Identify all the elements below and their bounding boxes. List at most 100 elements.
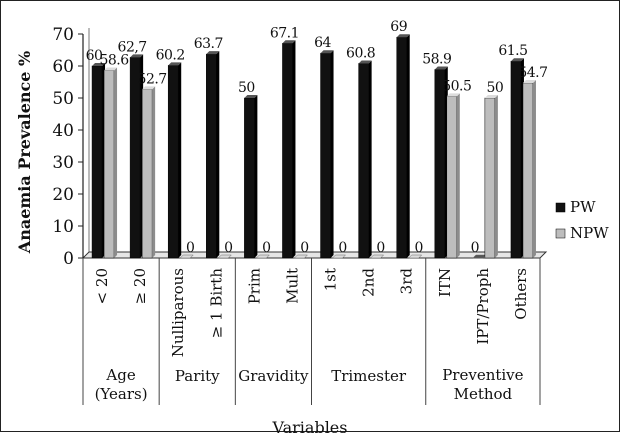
legend: PW NPW [555,198,609,242]
category-label-9: ITN [436,268,454,297]
bar-side [178,62,182,258]
data-label-pw-6: 64 [314,35,331,51]
data-label-pw-10: 0 [471,240,479,256]
bar-top [282,40,296,44]
bar-front [320,52,331,259]
group-label-4: Preventive Method [442,366,523,403]
category-label-10: IPT/Proph [474,268,492,345]
bar-pw-3 [206,51,220,259]
bar-front [167,65,179,259]
category-label-1: ≥ 20 [131,268,149,304]
category-label-7: 2nd [360,268,378,297]
data-label-pw-5: 67.1 [270,25,299,41]
bar-npw-4 [255,254,270,259]
group-label-0: Age (Years) [95,366,148,403]
bar-front [206,53,217,259]
bar-side [292,40,296,258]
bar-npw-10 [484,95,498,259]
bar-zero [370,254,385,259]
data-label-npw-0: 58.6 [99,52,129,68]
group-label-line: Method [454,385,513,403]
y-tick-label: 60 [52,57,74,77]
bar-npw-11 [522,79,536,259]
data-label-npw-5: 0 [300,240,308,256]
group-label-line: Parity [175,367,220,385]
category-label-6: 1st [322,268,340,291]
bar-front [141,89,153,259]
category-label-4: Prim [245,268,263,304]
category-label-3: ≥ 1 Birth [207,268,225,339]
y-tick-label: 30 [52,153,74,173]
bar-top [206,51,220,55]
data-label-npw-7: 0 [376,240,384,256]
bar-zero [217,254,232,259]
floor-plane [81,251,548,259]
bar-top [244,95,258,98]
data-label-pw-3: 63.7 [194,36,223,52]
bar-side [254,95,258,258]
bar-front [244,97,255,259]
bar-npw-3 [217,254,232,259]
data-label-pw-2: 60.2 [156,47,185,63]
category-label-11: Others [512,268,530,320]
group-label-2: Gravidity [238,367,309,385]
axes: 0 10 20 30 40 50 60 70 [52,25,548,269]
category-label-8: 3rd [398,268,416,295]
bar-top [168,62,182,66]
x-axis-label: Variables [272,418,348,434]
group-label-line: Age [105,366,135,384]
data-label-npw-4: 0 [262,240,270,256]
bar-top [142,86,156,90]
bar-side [216,51,220,258]
bar-front [282,43,293,259]
bar-side [114,67,118,258]
bar-pw-7 [358,60,372,259]
bar-front [129,57,141,259]
bar-top [484,95,498,98]
bar-side [532,79,536,259]
bar-zero [179,254,194,259]
group-label-line: Gravidity [238,367,309,385]
bar-pw-6 [320,50,334,259]
bar-pw-4 [244,95,258,259]
y-tick-label: 70 [52,25,74,45]
bar-side [456,93,460,259]
category-label-0: < 20 [93,268,111,304]
bar-npw-1 [141,86,156,259]
bar-side [368,60,372,258]
data-label-pw-7: 60.8 [346,45,375,61]
bar-front [446,96,458,259]
legend-label-npw: NPW [570,224,609,242]
bar-top [446,93,460,97]
category-label-5: Mult [283,268,301,304]
bar-zero [408,254,423,259]
bar-top [92,63,106,66]
bar-pw-0 [91,63,106,259]
bar-front [484,97,496,259]
y-tick-label: 20 [52,185,74,205]
bar-zero [293,254,309,259]
data-label-npw-1: 52.7 [138,71,167,87]
bar-front [103,70,115,259]
bar-top [396,34,410,38]
bar-side [406,34,410,259]
bar-top [510,58,524,62]
bar-pw-2 [167,62,182,259]
group-label-3: Trimester [331,367,407,385]
group-labels: Age (Years) Parity Gravidity Trimester Preven… [82,258,541,405]
bar-pw-11 [510,58,524,259]
y-axis-label: Anaemia Prevalence % [15,51,34,254]
bar-npw-5 [293,254,309,259]
bars [91,34,536,259]
bar-npw-8 [408,254,423,259]
group-label-line: (Years) [95,385,148,403]
bar-top [130,54,144,58]
bar-npw-2 [179,254,194,259]
data-label-pw-9: 58.9 [422,52,451,68]
bar-zero [255,254,270,259]
legend-label-pw: PW [570,198,596,216]
bar-npw-0 [103,67,118,259]
bar-side [330,50,334,259]
legend-swatch-npw [555,228,566,239]
